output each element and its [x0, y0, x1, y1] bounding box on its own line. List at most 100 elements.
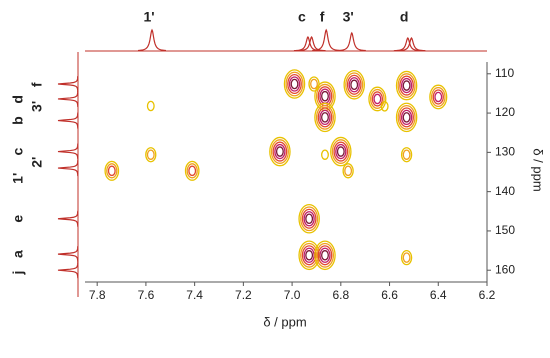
left-peak: [57, 160, 79, 177]
x-tick-label: 7.2: [235, 288, 252, 302]
x-tick-label: 7.6: [138, 288, 155, 302]
cross-peak: [368, 86, 387, 112]
contour-ring: [397, 73, 416, 98]
top-peak: [337, 31, 366, 52]
left-label: c: [10, 147, 26, 155]
contour-ring: [303, 247, 315, 263]
contour-ring: [319, 109, 331, 126]
contour-ring: [321, 112, 329, 123]
contour-ring: [345, 72, 364, 98]
contour-ring: [432, 89, 444, 105]
contour-ring: [315, 83, 335, 109]
top-label: d: [400, 9, 409, 25]
contour-ring: [317, 107, 333, 128]
left-label: d: [10, 95, 26, 104]
cross-peak: [283, 69, 306, 99]
contour-ring: [300, 206, 319, 232]
contour-ring: [283, 69, 306, 99]
top-peak: [293, 35, 322, 52]
contour-ring: [314, 102, 336, 133]
contour-ring: [275, 146, 284, 157]
cross-peak: [308, 76, 320, 92]
contour-ring: [331, 139, 350, 164]
cross-peak: [298, 240, 320, 271]
x-tick-label: 7.0: [284, 288, 301, 302]
contour-ring: [344, 165, 353, 177]
contour-ring: [370, 88, 385, 109]
contour-ring: [335, 143, 347, 160]
contour-ring: [315, 104, 335, 130]
y-tick-label: 150: [495, 223, 515, 237]
contour-ring: [402, 252, 411, 263]
top-peak: [137, 28, 167, 52]
contour-ring: [402, 80, 411, 91]
contour-ring: [350, 79, 359, 91]
cross-peak: [314, 102, 336, 133]
cross-peak: [104, 160, 120, 181]
contour-ring: [186, 163, 198, 179]
contour-ring: [434, 91, 443, 103]
cross-peak: [380, 101, 389, 112]
cross-peak: [184, 160, 200, 181]
x-tick-label: 6.8: [332, 288, 349, 302]
cross-peak: [269, 136, 291, 167]
left-peak: [57, 246, 79, 263]
contour-ring: [287, 73, 302, 95]
contour-ring: [146, 100, 155, 112]
left-peak: [57, 262, 79, 279]
contour-ring: [269, 136, 291, 167]
contour-ring: [305, 250, 314, 261]
contour-ring: [107, 165, 116, 177]
x-tick-label: 6.2: [479, 288, 496, 302]
contour-ring: [348, 77, 360, 93]
cross-peak: [298, 203, 320, 234]
contour-ring: [402, 149, 411, 160]
cross-peak: [395, 102, 418, 133]
contour-ring: [342, 163, 354, 179]
left-label: j: [10, 271, 26, 276]
contour-ring: [397, 104, 416, 130]
contour-ring: [104, 160, 120, 181]
cross-peak: [321, 149, 329, 160]
contour-ring: [272, 141, 288, 162]
contour-ring: [343, 69, 365, 100]
contour-ring: [308, 76, 320, 92]
contour-ring: [429, 84, 448, 110]
contour-ring: [402, 112, 411, 123]
contour-ring: [400, 147, 413, 163]
contour-ring: [321, 250, 329, 261]
cross-peak: [314, 240, 336, 271]
x-tick-label: 7.8: [89, 288, 106, 302]
x-axis-title: δ / ppm: [263, 314, 306, 329]
contour-ring: [310, 78, 318, 90]
contour-ring: [274, 143, 286, 160]
cross-peak: [146, 100, 155, 112]
x-tick-label: 7.4: [186, 288, 203, 302]
top-label: 3': [343, 9, 354, 25]
contour-ring: [400, 249, 413, 266]
contour-ring: [288, 76, 301, 92]
contour-ring: [298, 240, 320, 271]
contour-ring: [399, 75, 414, 96]
contour-ring: [321, 149, 329, 160]
left-label: e: [10, 215, 26, 223]
contour-ring: [300, 242, 319, 268]
left-label: b: [10, 116, 26, 125]
left-label: 2': [29, 157, 45, 168]
left-label: f: [29, 82, 45, 87]
top-label: c: [298, 9, 306, 25]
contour-ring: [285, 71, 304, 97]
y-tick-label: 120: [495, 105, 515, 119]
contour-ring: [184, 160, 200, 181]
contour-ring: [301, 245, 317, 266]
cross-peak: [342, 163, 354, 179]
left-peak: [57, 90, 79, 107]
contour-ring: [395, 70, 418, 101]
contour-ring: [400, 109, 413, 126]
contour-ring: [270, 139, 289, 164]
top-peak: [297, 35, 326, 52]
x-tick-label: 6.4: [430, 288, 447, 302]
left-peak: [57, 75, 79, 93]
contour-ring: [330, 136, 352, 167]
left-label: 1': [10, 173, 26, 184]
